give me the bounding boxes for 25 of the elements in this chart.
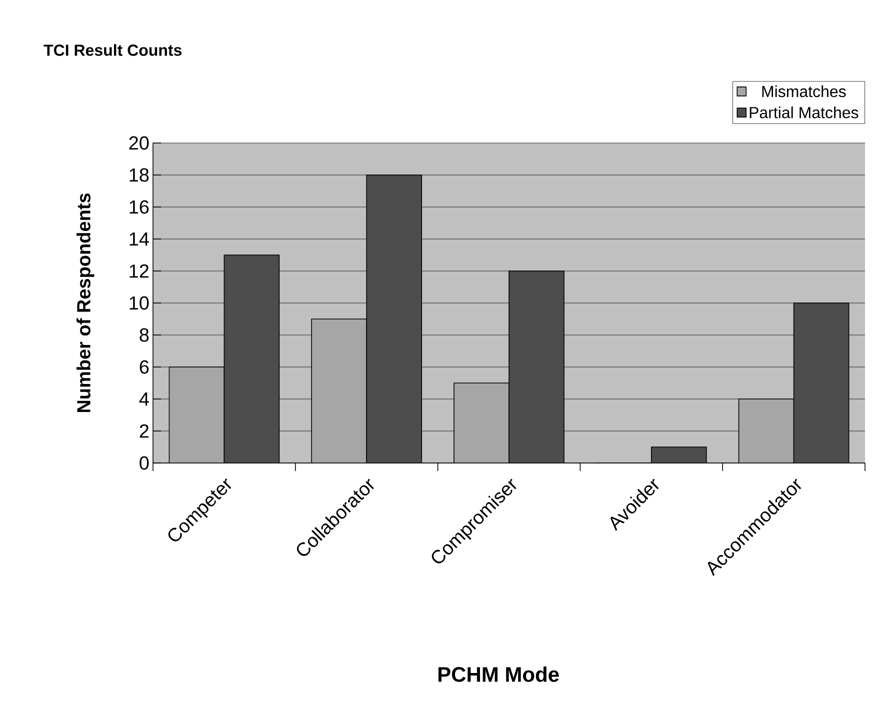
bar	[793, 302, 850, 463]
bar	[366, 175, 422, 463]
y-tick-label: 14	[130, 232, 149, 246]
bar	[651, 447, 706, 463]
y-tick-label: 16	[130, 200, 149, 214]
y-tick-label: 2	[140, 424, 149, 438]
y-tick-label: 12	[130, 264, 149, 278]
y-tick-label: 10	[130, 296, 149, 310]
y-tick-label: 6	[140, 360, 149, 374]
bar	[509, 271, 564, 463]
x-axis-title: PCHM Mode	[438, 666, 559, 682]
bar	[738, 398, 794, 463]
legend-label: Partial Matches	[750, 106, 858, 118]
legend-label: Mismatches	[762, 85, 846, 98]
y-tick-label: 18	[130, 168, 149, 182]
bar	[312, 319, 367, 463]
bar	[454, 383, 510, 463]
y-tick-label: 20	[129, 136, 149, 150]
chart-title: TCI Result Counts	[44, 44, 182, 56]
bar	[169, 367, 224, 463]
y-tick-label: 0	[140, 456, 149, 470]
bar	[224, 255, 280, 463]
y-tick-label: 4	[139, 392, 149, 406]
y-axis-title: Number of Respondents	[76, 193, 94, 412]
y-tick-label: 8	[140, 328, 149, 342]
